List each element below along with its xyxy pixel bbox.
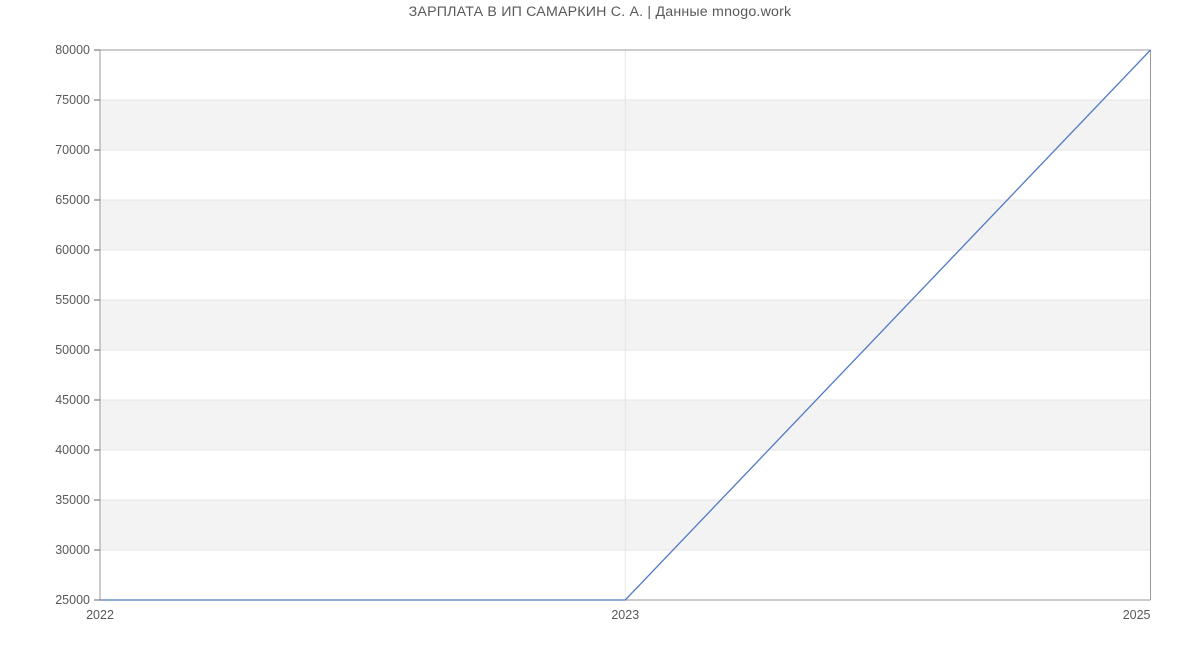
svg-text:2023: 2023 [611, 608, 639, 622]
svg-text:35000: 35000 [55, 493, 90, 507]
svg-text:2025: 2025 [1123, 608, 1151, 622]
svg-text:80000: 80000 [55, 43, 90, 57]
svg-text:30000: 30000 [55, 543, 90, 557]
svg-text:2022: 2022 [86, 608, 114, 622]
svg-text:65000: 65000 [55, 193, 90, 207]
svg-text:40000: 40000 [55, 443, 90, 457]
svg-text:70000: 70000 [55, 143, 90, 157]
svg-text:55000: 55000 [55, 293, 90, 307]
svg-text:50000: 50000 [55, 343, 90, 357]
svg-text:45000: 45000 [55, 393, 90, 407]
svg-text:75000: 75000 [55, 93, 90, 107]
svg-text:25000: 25000 [55, 593, 90, 607]
svg-text:60000: 60000 [55, 243, 90, 257]
